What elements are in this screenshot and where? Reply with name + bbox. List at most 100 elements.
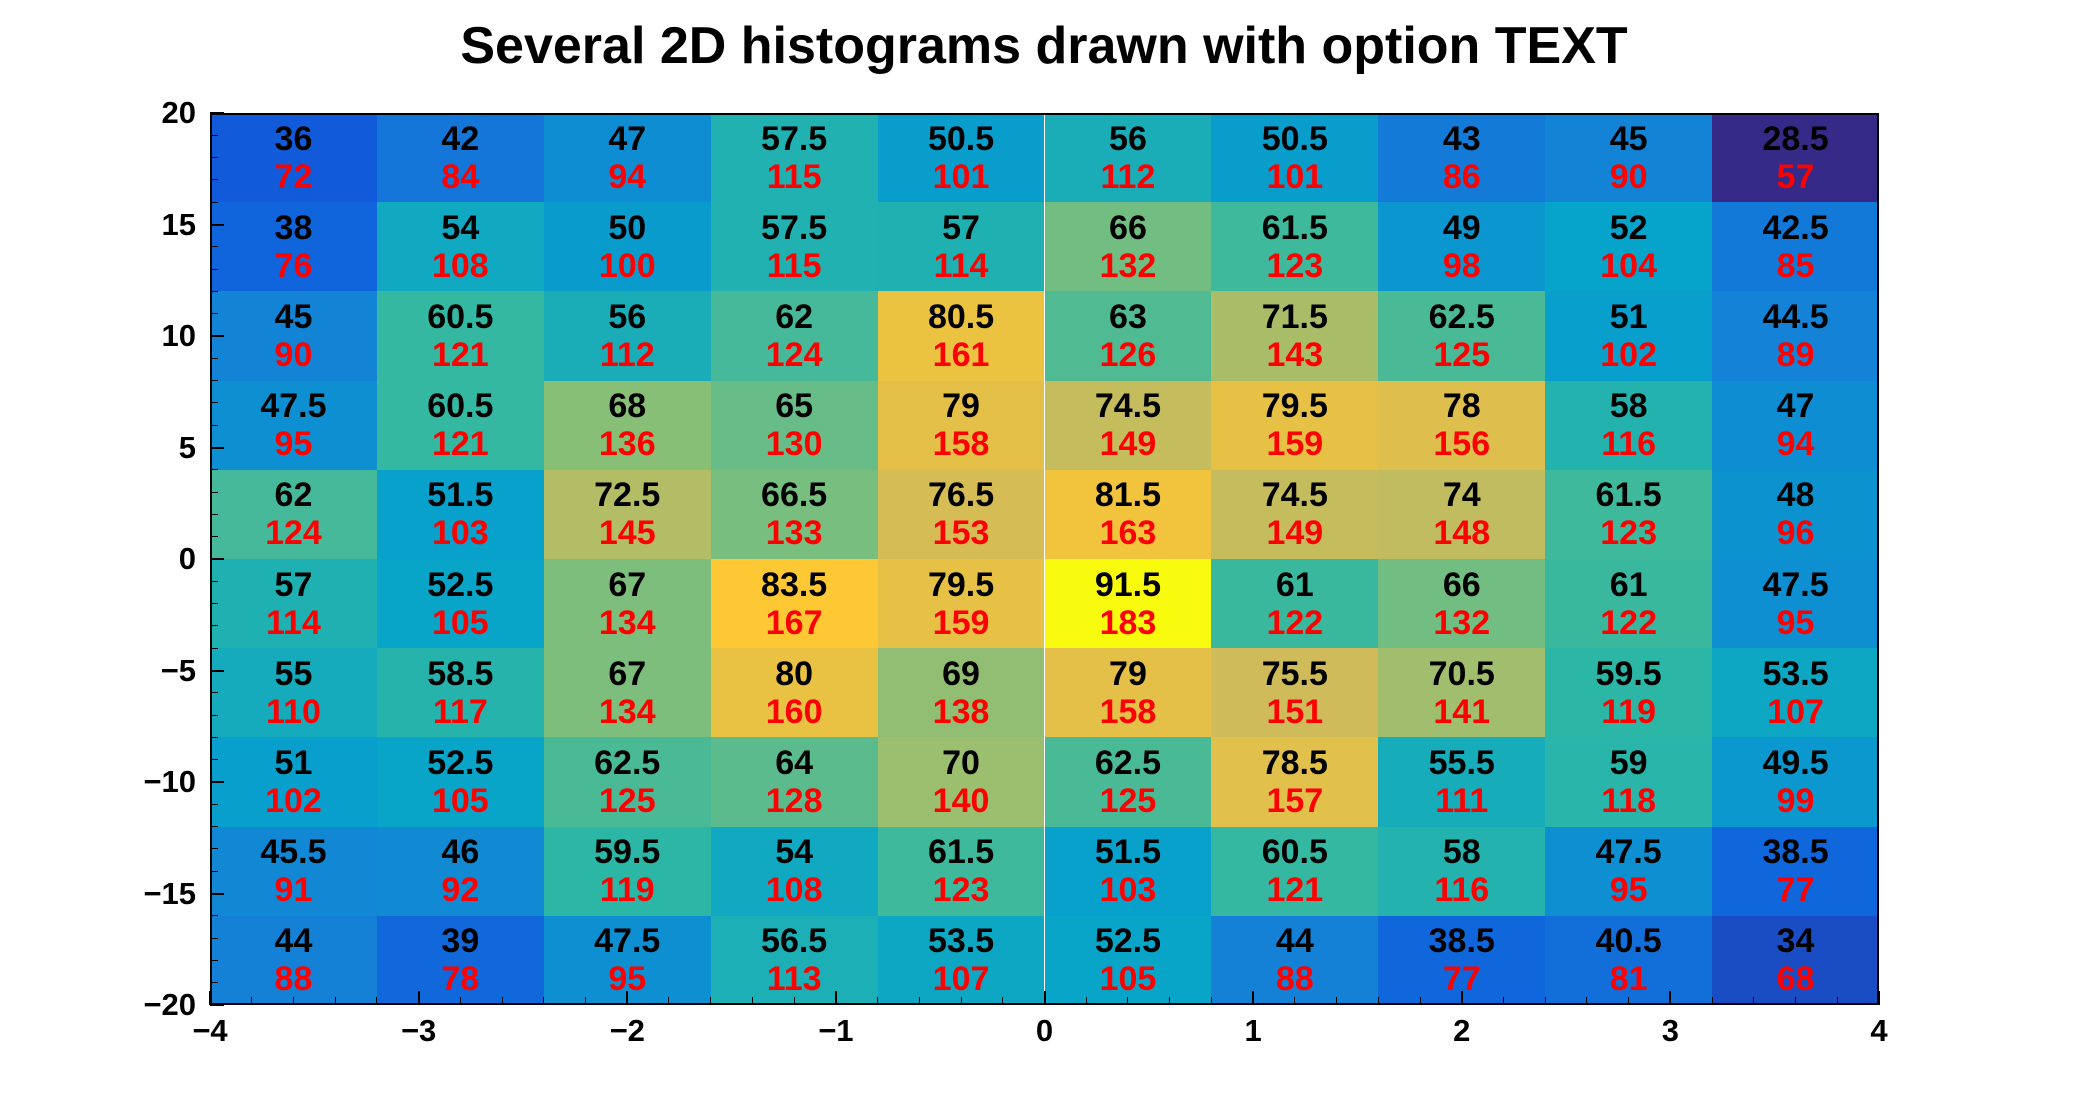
cell-value-secondary: 123 [1266, 246, 1324, 285]
cell-value-secondary: 138 [932, 692, 990, 731]
cell-value-primary: 42.5 [1762, 208, 1829, 247]
heatmap-cell: 81.5 163 [1044, 469, 1212, 559]
cell-value-primary: 28.5 [1762, 119, 1829, 158]
cell-value-secondary: 116 [1434, 871, 1490, 910]
heatmap-cell: 53.5 107 [1712, 648, 1879, 738]
heatmap-cell: 79 158 [1044, 648, 1212, 738]
cell-value-secondary: 105 [431, 781, 489, 820]
cell-value-secondary: 108 [765, 871, 823, 910]
cell-value-primary: 38 [274, 208, 313, 247]
cell-value-primary: 79.5 [1261, 387, 1328, 426]
heatmap-cell: 39 78 [376, 915, 544, 1005]
heatmap-cell: 59.5 119 [543, 826, 711, 916]
cell-value-secondary: 159 [1266, 425, 1324, 464]
cell-value-secondary: 115 [766, 157, 822, 196]
heatmap-cell: 51 102 [210, 737, 377, 827]
cell-value-primary: 56.5 [761, 922, 828, 961]
cell-value-secondary: 118 [1601, 781, 1657, 820]
heatmap-cell: 79.5 159 [1211, 380, 1379, 470]
cell-value-primary: 52.5 [427, 743, 494, 782]
cell-value-secondary: 72 [274, 157, 313, 196]
cell-value-secondary: 102 [1600, 335, 1657, 374]
cell-value-primary: 68 [608, 387, 647, 426]
heatmap-cell: 60.5 121 [1211, 826, 1379, 916]
heatmap-cell: 55.5 111 [1378, 737, 1546, 827]
heatmap-cell: 49.5 99 [1712, 737, 1879, 827]
cell-value-secondary: 128 [765, 781, 823, 820]
heatmap-cell: 50 100 [543, 202, 711, 292]
heatmap-cell: 61.5 123 [1211, 202, 1379, 292]
cell-value-primary: 55.5 [1428, 743, 1495, 782]
heatmap-cell: 61 122 [1545, 559, 1713, 649]
cell-value-primary: 57 [942, 208, 980, 247]
cell-value-secondary: 104 [1600, 246, 1657, 285]
y-tick-label: 15 [161, 206, 196, 242]
cell-value-primary: 61.5 [1261, 208, 1328, 247]
heatmap-cell: 59.5 119 [1545, 648, 1713, 738]
cell-value-secondary: 111 [1435, 781, 1489, 820]
cell-value-secondary: 148 [1433, 514, 1491, 553]
heatmap-cell: 70 140 [877, 737, 1045, 827]
heatmap-cell: 45 90 [210, 291, 377, 381]
cell-value-secondary: 99 [1776, 781, 1815, 820]
heatmap-cell: 72.5 145 [543, 469, 711, 559]
cell-value-primary: 79 [942, 387, 980, 426]
cell-value-secondary: 101 [932, 157, 990, 196]
cell-value-primary: 60.5 [1261, 833, 1328, 872]
y-tick-label: −10 [143, 764, 196, 799]
heatmap-cell: 46 92 [376, 826, 544, 916]
heatmap-cell: 78 156 [1378, 380, 1546, 470]
cell-value-primary: 61.5 [927, 833, 995, 872]
heatmap-cell: 64 128 [710, 737, 878, 827]
cell-value-primary: 62 [274, 476, 313, 515]
cell-value-secondary: 130 [765, 425, 823, 464]
cell-value-primary: 43 [1442, 119, 1481, 158]
heatmap-cell: 70.5 141 [1378, 648, 1546, 738]
heatmap-cell: 47.5 95 [1712, 559, 1879, 649]
cell-value-secondary: 86 [1442, 157, 1481, 196]
cell-value-secondary: 140 [932, 781, 990, 820]
cell-value-secondary: 94 [608, 157, 647, 196]
heatmap-cell: 74 148 [1378, 469, 1546, 559]
cell-value-secondary: 121 [431, 335, 489, 374]
cell-value-secondary: 134 [598, 603, 656, 642]
cell-value-secondary: 95 [608, 960, 647, 999]
cell-value-secondary: 90 [274, 335, 313, 374]
heatmap-cell: 57 114 [877, 202, 1045, 292]
cell-value-primary: 75.5 [1261, 654, 1328, 693]
cell-value-secondary: 100 [598, 246, 656, 285]
cell-value-primary: 63 [1109, 297, 1147, 336]
cell-value-primary: 47 [608, 119, 647, 158]
y-tick-label: −15 [143, 875, 196, 911]
cell-value-secondary: 159 [932, 603, 990, 642]
heatmap-cell: 54 108 [376, 202, 544, 292]
cell-value-secondary: 68 [1776, 960, 1815, 999]
heatmap-cell: 56 112 [1044, 113, 1212, 203]
cell-value-primary: 53.5 [1762, 654, 1829, 693]
cell-value-primary: 50.5 [927, 119, 995, 158]
cell-value-secondary: 77 [1442, 960, 1481, 999]
cell-value-secondary: 119 [1601, 692, 1657, 731]
cell-value-secondary: 149 [1266, 514, 1324, 553]
cell-value-primary: 71.5 [1261, 297, 1328, 336]
cell-value-primary: 83.5 [761, 565, 828, 604]
heatmap-cell: 47.5 95 [543, 915, 711, 1005]
cell-value-secondary: 114 [266, 603, 321, 642]
cell-value-primary: 61.5 [1595, 476, 1662, 515]
cell-value-secondary: 136 [598, 425, 656, 464]
cell-value-secondary: 123 [932, 871, 990, 910]
cell-value-primary: 65 [775, 387, 814, 426]
cell-value-secondary: 183 [1099, 603, 1157, 642]
cell-value-primary: 49 [1442, 208, 1481, 247]
cell-value-primary: 48 [1776, 476, 1815, 515]
cell-value-primary: 60.5 [427, 297, 494, 336]
cell-value-secondary: 157 [1266, 781, 1324, 820]
cell-value-primary: 70 [942, 743, 980, 782]
cell-value-secondary: 105 [1099, 960, 1157, 999]
heatmap-cell: 44.5 89 [1712, 291, 1879, 381]
cell-value-secondary: 149 [1099, 425, 1157, 464]
cell-value-secondary: 163 [1099, 514, 1157, 553]
heatmap-cell: 42 84 [376, 113, 544, 203]
heatmap-cell: 74.5 149 [1211, 469, 1379, 559]
heatmap-cell: 58 116 [1545, 380, 1713, 470]
